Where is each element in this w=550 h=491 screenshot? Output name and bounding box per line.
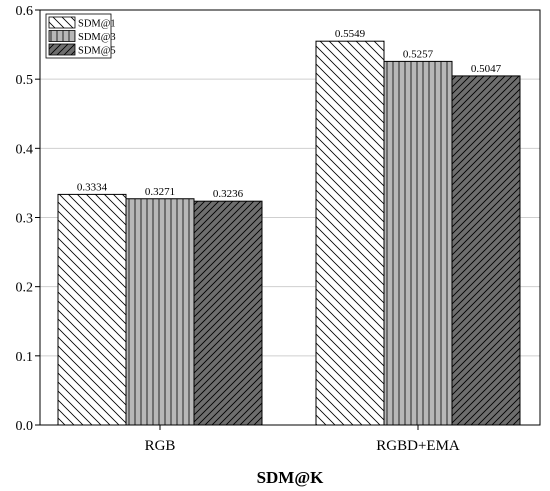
y-tick-label: 0.4: [16, 142, 34, 157]
legend-label: SDM@1: [78, 19, 116, 30]
data-label: 0.3236: [213, 188, 244, 200]
x-tick-label: RGBD+EMA: [376, 438, 460, 454]
x-axis-title: SDM@K: [257, 468, 325, 487]
y-tick-label: 0.3: [16, 212, 34, 227]
legend-swatch: [48, 16, 76, 29]
bars: [57, 40, 521, 426]
x-tick-label: RGB: [145, 438, 176, 454]
data-label: 0.5047: [471, 63, 502, 75]
bar-sdm-3-rgb: [125, 198, 195, 426]
bar-sdm-3-rgbd-ema: [383, 60, 453, 426]
data-label: 0.3271: [145, 186, 175, 198]
data-label: 0.3334: [77, 181, 108, 193]
bar-sdm-5-rgbd-ema: [451, 75, 521, 426]
bar-sdm-1-rgbd-ema: [315, 40, 385, 426]
y-tick-label: 0.0: [16, 419, 34, 434]
legend: SDM@1 SDM@3 SDM@5: [45, 13, 116, 59]
plot-frame: [39, 9, 541, 426]
data-label: 0.5257: [403, 48, 434, 60]
y-tick-label: 0.1: [16, 350, 34, 365]
legend-swatch: [48, 30, 76, 42]
legend-label: SDM@3: [78, 32, 116, 43]
y-tick-label: 0.2: [16, 281, 34, 296]
axes: 0.0 0.1 0.2 0.3 0.4 0.5 0.6 RGB RGBD+EMA: [16, 4, 541, 454]
legend-swatch: [48, 43, 76, 56]
bar-sdm-5-rgb: [193, 200, 263, 426]
data-label: 0.5549: [335, 28, 366, 40]
y-tick-label: 0.6: [16, 4, 34, 19]
y-tick-label: 0.5: [16, 73, 34, 88]
bar-sdm-1-rgb: [57, 193, 127, 426]
legend-label: SDM@5: [78, 46, 116, 57]
data-labels: 0.3334 0.3271 0.3236 0.5549 0.5257 0.5047: [77, 28, 502, 200]
